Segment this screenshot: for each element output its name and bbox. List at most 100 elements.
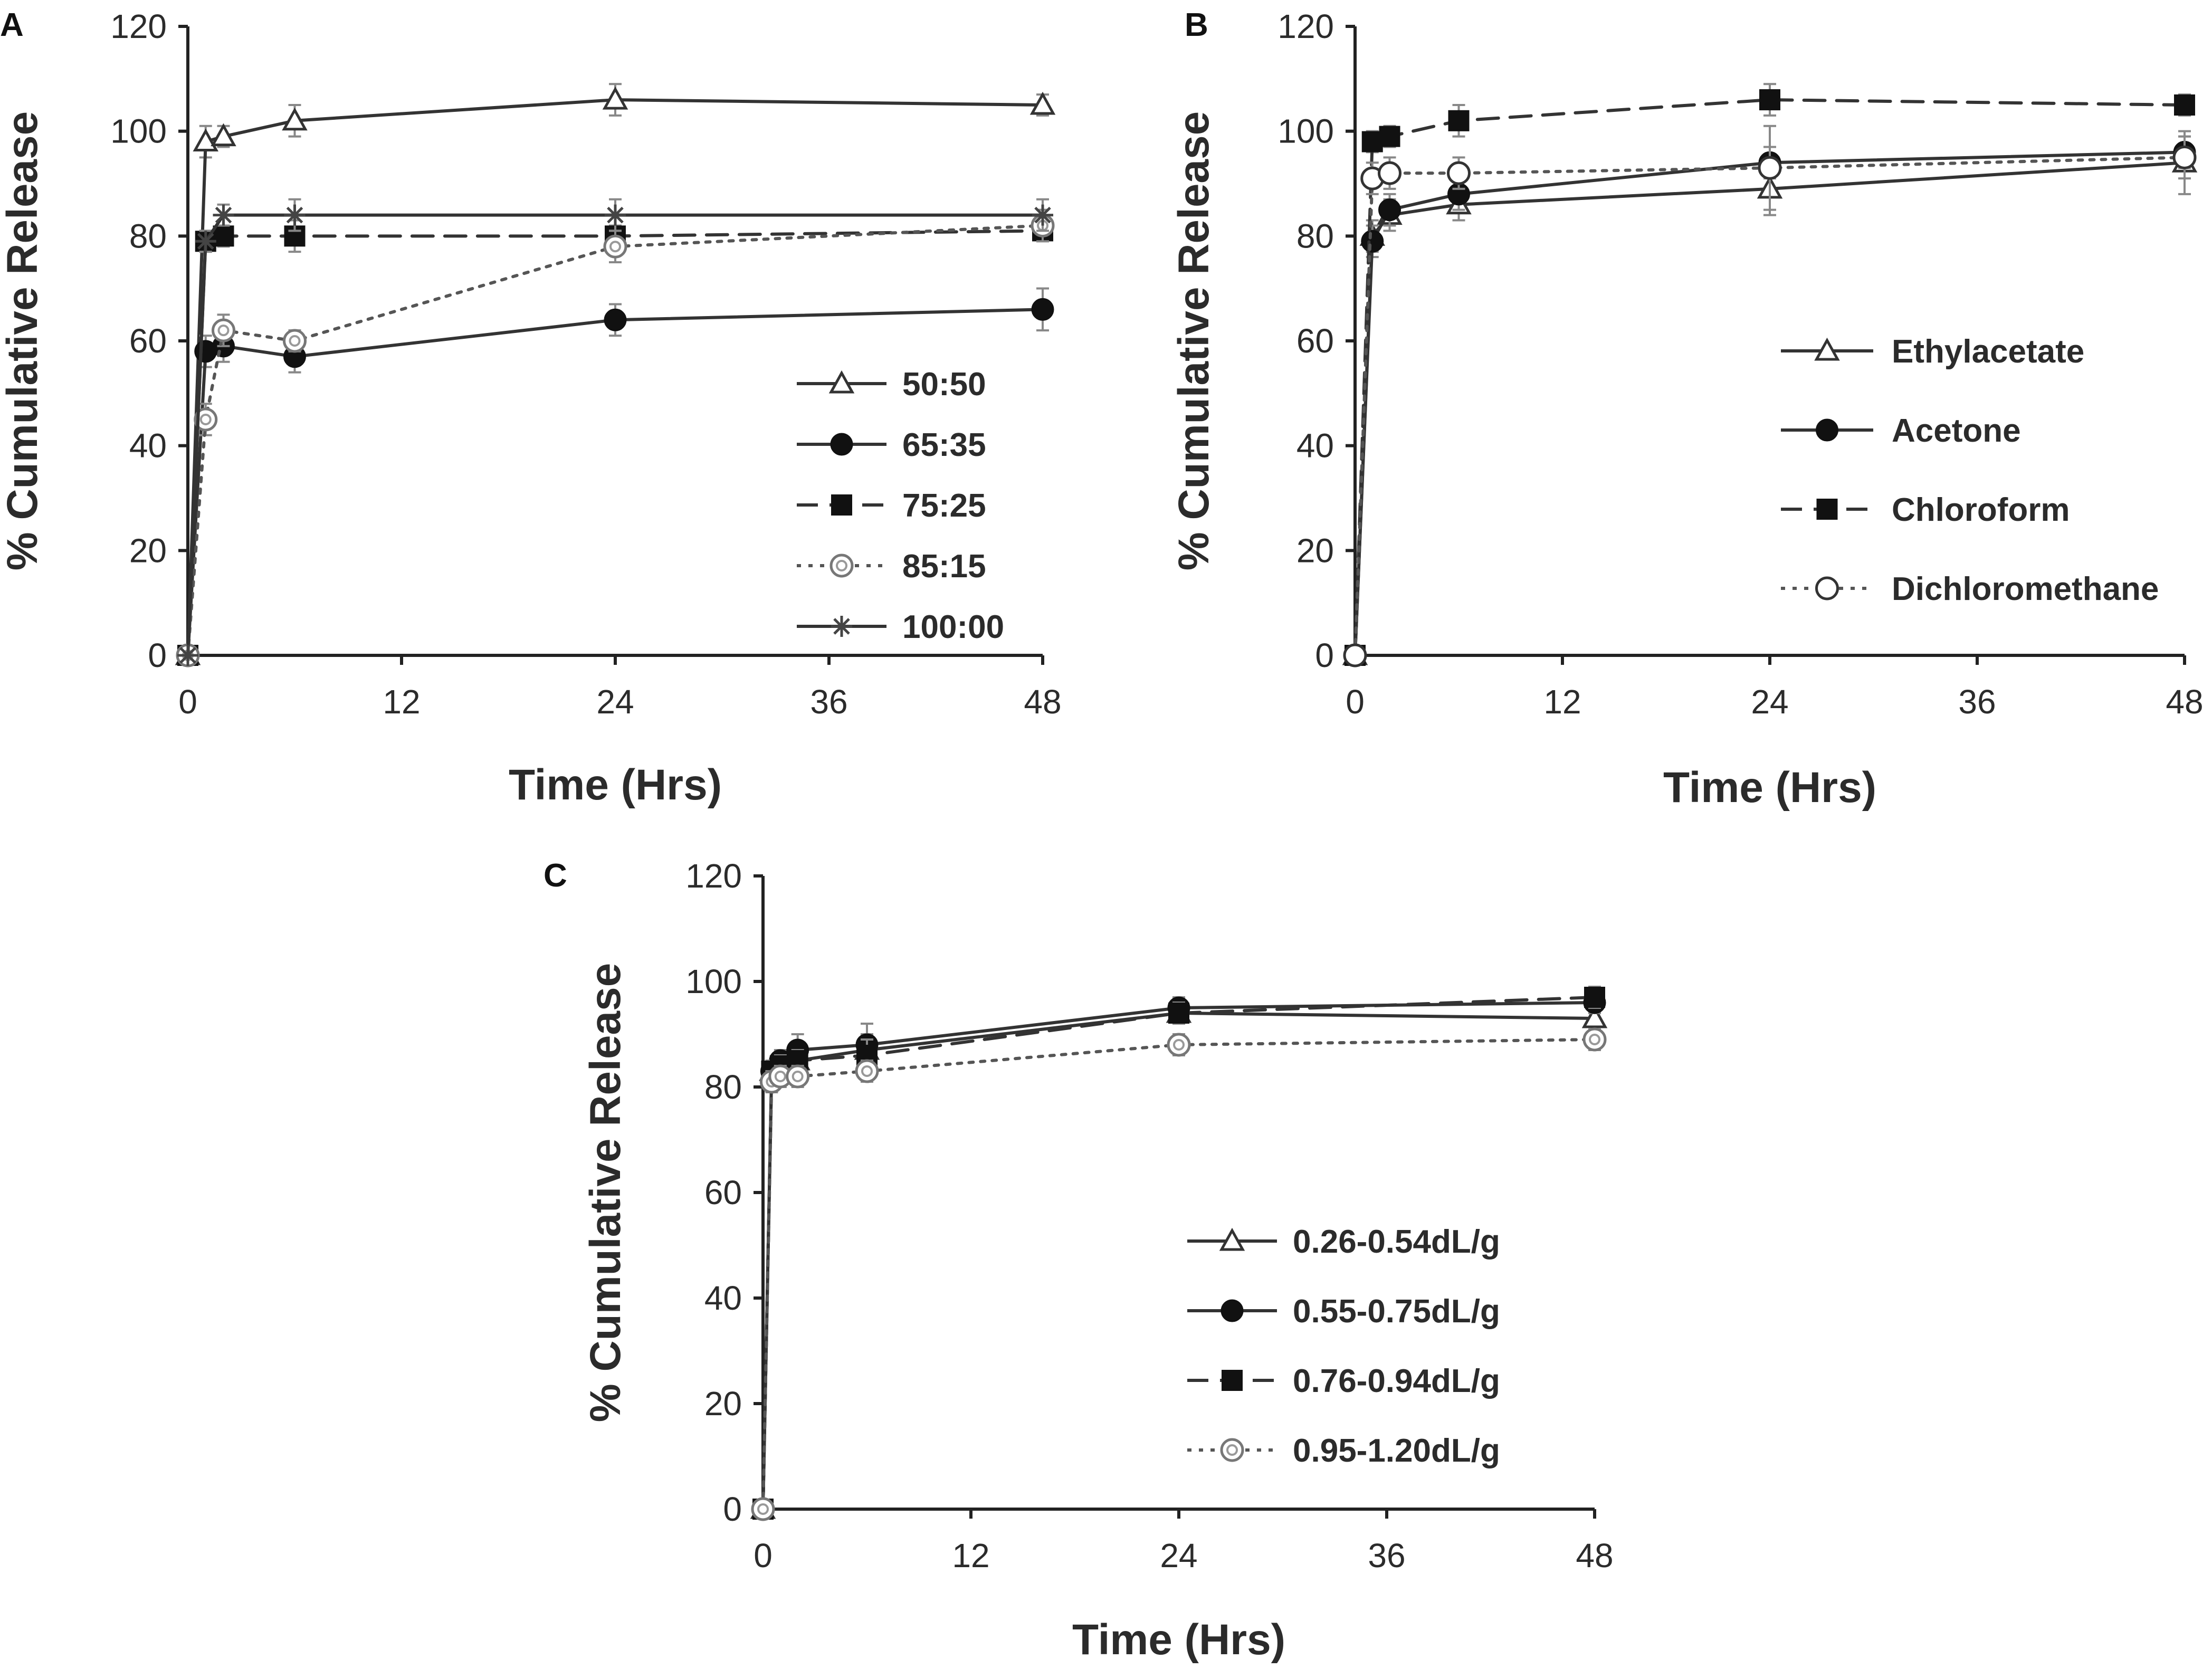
data-point: [1167, 1033, 1191, 1057]
y-tick-label: 0: [1315, 636, 1334, 674]
data-point: [177, 645, 198, 666]
x-axis-title: Time (Hrs): [1072, 1616, 1285, 1664]
y-axis-title: % Cumulative Release: [581, 963, 630, 1423]
x-tick-label: 48: [2166, 683, 2203, 721]
y-tick-label: 40: [1296, 427, 1334, 465]
data-point: [284, 204, 306, 226]
data-point: [2174, 94, 2195, 116]
y-tick-label: 100: [110, 112, 167, 150]
data-point-d2: [215, 206, 232, 224]
legend-entry-85-15: 85:15: [797, 548, 986, 585]
x-tick-label: 36: [1958, 683, 1996, 721]
data-point: [1581, 1005, 1608, 1028]
data-point-ring: [786, 1064, 810, 1089]
legend-label: 65:35: [902, 427, 986, 463]
legend-entry-ethylacetate: Ethylacetate: [1781, 333, 2084, 370]
series-line: [1353, 98, 2186, 657]
series-dichloromethane: [1343, 125, 2197, 667]
panel-b: B 0 20 40 60 80 100 120 0 12 24 36 48 Time (Hrs) % Cum…: [1170, 7, 2204, 812]
data-point-d2: [197, 233, 214, 250]
series-100-00: [177, 198, 1053, 666]
y-tick-label: 40: [704, 1279, 742, 1317]
data-point: [603, 234, 627, 259]
data-point: [1378, 198, 1401, 222]
legend-marker: [1221, 1299, 1244, 1322]
legend-entry-50-50: 50:50: [797, 366, 986, 403]
legend-marker-d2: [833, 618, 850, 635]
data-point: [604, 308, 627, 331]
y-tick-label: 80: [704, 1068, 742, 1106]
x-tick-label: 24: [1160, 1537, 1197, 1575]
x-tick-label: 48: [1576, 1537, 1613, 1575]
y-tick-label: 120: [110, 7, 167, 45]
legend-marker: [828, 370, 855, 394]
x-tick-label: 12: [383, 683, 420, 721]
x-tick-label: 48: [1024, 683, 1061, 721]
legend-label: Chloroform: [1892, 492, 2070, 528]
legend-marker: [1816, 418, 1838, 442]
data-point: [1584, 987, 1605, 1008]
x-tick-label: 36: [1368, 1537, 1405, 1575]
legend-entry-75-25: 75:25: [797, 488, 986, 524]
x-axis-title: Time (Hrs): [509, 761, 722, 809]
y-axis-title: % Cumulative Release: [1170, 111, 1218, 571]
x-tick-label: 12: [1543, 683, 1581, 721]
legend-marker: [831, 494, 852, 516]
y-tick-label: 120: [685, 857, 742, 895]
data-point-ring: [603, 234, 627, 259]
legend-marker-ring: [830, 554, 854, 578]
data-point-core: [757, 1503, 769, 1515]
data-point: [751, 1497, 775, 1521]
data-point: [194, 407, 218, 432]
series-line: [186, 98, 1044, 657]
legend-marker: [1220, 1438, 1244, 1462]
data-point: [213, 225, 234, 247]
legend-marker-ring: [1220, 1438, 1244, 1462]
x-axis-title: Time (Hrs): [1663, 764, 1876, 812]
data-point-d2: [607, 206, 624, 224]
legend-entry-chloroform: Chloroform: [1781, 492, 2070, 528]
legend-label: Acetone: [1892, 413, 2021, 449]
data-point-core: [774, 1071, 786, 1082]
data-point: [1378, 161, 1401, 185]
y-axis-title: % Cumulative Release: [0, 111, 46, 571]
series-0-95-1-20dl-g: [751, 1027, 1607, 1521]
legend-label: 50:50: [902, 366, 986, 403]
legend-entry-dichloromethane: Dichloromethane: [1781, 571, 2159, 607]
data-point: [1343, 643, 1367, 667]
y-tick-label: 80: [1296, 217, 1334, 255]
legend-marker-core: [836, 560, 847, 571]
legend-label: Dichloromethane: [1892, 571, 2159, 607]
data-point-ring: [855, 1059, 879, 1083]
data-point-d2: [286, 206, 303, 224]
legend-label: 100:00: [902, 609, 1004, 645]
y-tick-label: 0: [148, 636, 167, 674]
x-tick-label: 24: [1751, 683, 1788, 721]
y-tick-label: 60: [129, 322, 167, 360]
y-tick-label: 80: [129, 217, 167, 255]
legend-entry-0-26-0-54dl-g: 0.26-0.54dL/g: [1187, 1224, 1500, 1260]
data-point-core: [217, 325, 230, 337]
x-tick-label: 36: [810, 683, 847, 721]
data-point-ring: [751, 1497, 775, 1521]
series-line: [186, 308, 1044, 657]
series-line: [1353, 150, 2186, 657]
panel-label: C: [544, 857, 567, 894]
data-point-d2: [1034, 206, 1051, 224]
series-line: [186, 224, 1044, 657]
data-point: [193, 128, 218, 152]
data-point: [602, 86, 628, 110]
legend-label: 0.55-0.75dL/g: [1293, 1293, 1500, 1330]
series-line: [186, 213, 1044, 657]
data-point-core: [289, 335, 301, 347]
x-tick-label: 12: [952, 1537, 989, 1575]
data-point-core: [199, 414, 212, 425]
y-tick-label: 100: [685, 962, 742, 1000]
legend-marker: [1816, 499, 1838, 520]
y-tick-label: 40: [129, 427, 167, 465]
x-tick-label: 0: [1346, 683, 1365, 721]
x-tick-label: 0: [754, 1537, 773, 1575]
x-tick-label: 24: [596, 683, 634, 721]
